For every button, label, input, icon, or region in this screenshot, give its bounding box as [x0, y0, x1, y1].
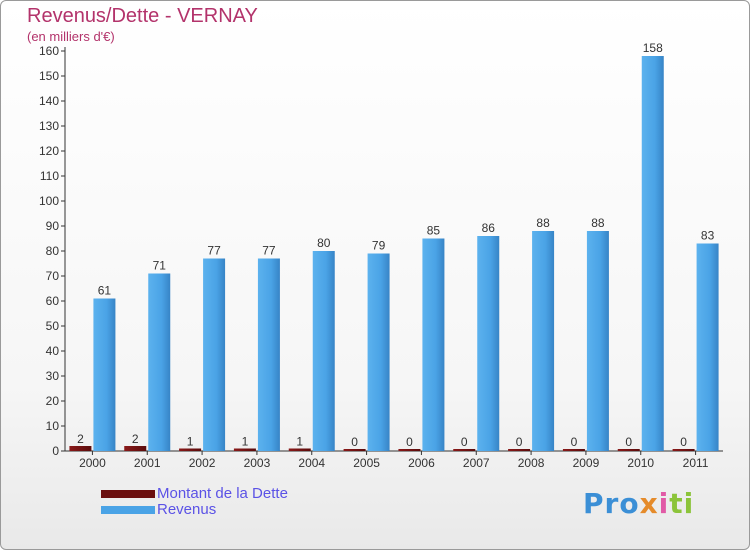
- y-tick-label: 30: [46, 369, 60, 383]
- legend-swatch-dette: [101, 490, 155, 498]
- data-label-dette: 1: [296, 435, 303, 449]
- bar-dette: [233, 448, 256, 451]
- data-label-dette: 0: [625, 435, 632, 449]
- x-tick-label: 2002: [189, 456, 216, 470]
- data-label-dette: 1: [187, 435, 194, 449]
- y-tick-label: 60: [46, 294, 60, 308]
- x-tick-label: 2011: [683, 456, 709, 470]
- y-tick-label: 20: [46, 394, 60, 408]
- data-label-revenus: 61: [98, 284, 112, 298]
- y-tick-label: 160: [39, 44, 59, 58]
- y-tick-label: 70: [46, 269, 60, 283]
- y-tick-label: 100: [39, 194, 59, 208]
- y-tick-label: 130: [39, 119, 59, 133]
- bar-dette: [672, 449, 695, 451]
- legend-swatch-revenus: [101, 506, 155, 514]
- bar-revenus: [641, 56, 664, 451]
- bar-dette: [508, 449, 531, 451]
- bar-revenus: [696, 243, 719, 451]
- data-label-dette: 0: [406, 435, 413, 449]
- bar-dette: [398, 449, 421, 451]
- proxiti-logo: Proxiti: [583, 487, 695, 520]
- chart-title: Revenus/Dette - VERNAY: [27, 5, 258, 27]
- bar-revenus: [203, 258, 226, 451]
- data-label-dette: 0: [516, 435, 523, 449]
- y-tick-label: 50: [46, 319, 60, 333]
- bar-revenus: [367, 253, 390, 451]
- x-tick-label: 2010: [627, 456, 654, 470]
- bar-revenus: [148, 273, 171, 451]
- data-label-dette: 0: [351, 435, 358, 449]
- y-tick-label: 80: [46, 244, 60, 258]
- chart-subtitle: (en milliers d'€): [27, 29, 115, 44]
- y-tick-label: 140: [39, 94, 59, 108]
- bar-dette: [124, 446, 147, 451]
- data-label-revenus: 79: [372, 239, 386, 253]
- bar-revenus: [93, 298, 116, 451]
- bar-revenus: [586, 231, 609, 451]
- bar-dette: [288, 448, 311, 451]
- y-tick-label: 90: [46, 219, 60, 233]
- data-label-dette: 2: [77, 432, 84, 446]
- legend-label-revenus: Revenus: [157, 501, 217, 518]
- bar-revenus: [477, 236, 500, 451]
- data-label-dette: 0: [680, 435, 687, 449]
- x-tick-label: 2009: [573, 456, 600, 470]
- y-tick-label: 120: [39, 144, 59, 158]
- x-tick-label: 2000: [79, 456, 106, 470]
- x-tick-label: 2005: [353, 456, 380, 470]
- bar-dette: [179, 448, 202, 451]
- bar-dette: [617, 449, 640, 451]
- data-label-revenus: 86: [482, 221, 496, 235]
- bar-revenus: [257, 258, 280, 451]
- x-tick-label: 2007: [463, 456, 490, 470]
- y-tick-label: 150: [39, 69, 59, 83]
- bar-dette: [562, 449, 585, 451]
- bar-revenus: [312, 251, 335, 451]
- data-label-revenus: 83: [701, 229, 715, 243]
- data-label-revenus: 88: [536, 216, 550, 230]
- data-label-revenus: 80: [317, 236, 331, 250]
- x-tick-label: 2006: [408, 456, 435, 470]
- y-tick-label: 10: [46, 419, 60, 433]
- data-label-dette: 0: [461, 435, 468, 449]
- data-label-revenus: 88: [591, 216, 605, 230]
- bar-dette: [343, 449, 366, 451]
- y-tick-label: 0: [52, 444, 59, 458]
- y-tick-label: 40: [46, 344, 60, 358]
- data-label-dette: 0: [571, 435, 578, 449]
- data-label-revenus: 77: [262, 244, 276, 258]
- data-label-revenus: 77: [207, 244, 221, 258]
- bar-dette: [69, 446, 92, 451]
- x-tick-label: 2003: [244, 456, 271, 470]
- bar-revenus: [532, 231, 555, 451]
- legend-label-dette: Montant de la Dette: [157, 485, 288, 502]
- data-label-revenus: 158: [643, 41, 663, 55]
- bar-revenus: [422, 238, 445, 451]
- data-label-revenus: 85: [427, 224, 441, 238]
- data-label-revenus: 71: [153, 259, 167, 273]
- data-label-dette: 1: [242, 435, 249, 449]
- data-label-dette: 2: [132, 432, 139, 446]
- x-tick-label: 2008: [518, 456, 545, 470]
- y-tick-label: 110: [40, 169, 59, 183]
- x-tick-label: 2001: [134, 456, 161, 470]
- x-tick-label: 2004: [298, 456, 325, 470]
- bar-dette: [453, 449, 476, 451]
